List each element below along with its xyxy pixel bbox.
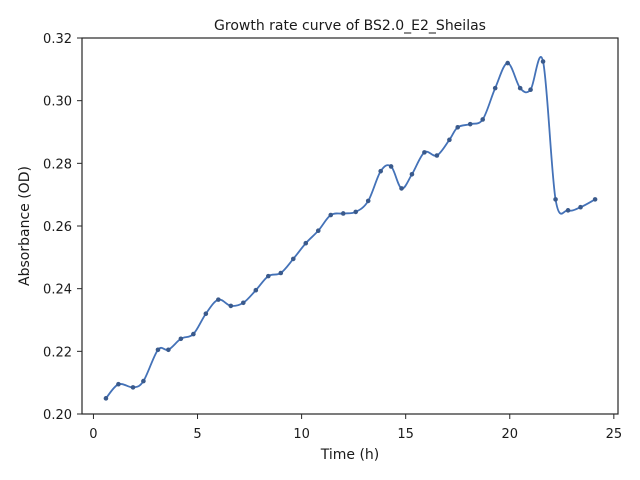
x-tick-label: 25 — [606, 427, 623, 442]
data-point — [353, 209, 359, 215]
data-point — [155, 347, 161, 353]
data-point — [228, 303, 234, 309]
x-tick-label: 10 — [293, 427, 310, 442]
y-tick-label: 0.30 — [43, 95, 72, 110]
data-point — [492, 85, 498, 91]
data-point — [505, 60, 510, 66]
data-point — [467, 121, 473, 127]
data-point — [216, 297, 221, 302]
data-point — [399, 186, 404, 191]
data-point — [253, 287, 259, 293]
data-point — [328, 212, 334, 218]
data-point — [278, 270, 284, 276]
data-point — [540, 59, 546, 64]
data-point — [315, 228, 321, 233]
data-point — [388, 164, 394, 169]
y-tick-label: 0.28 — [43, 157, 72, 172]
plot-frame — [81, 37, 619, 415]
y-tick-label: 0.24 — [43, 283, 72, 298]
x-tick-label: 15 — [397, 427, 414, 442]
data-point — [340, 211, 346, 216]
data-point — [166, 347, 171, 353]
data-point — [409, 172, 415, 177]
data-point — [455, 125, 461, 130]
data-point — [191, 331, 196, 337]
data-point — [116, 381, 121, 387]
chart-title: Growth rate curve of BS2.0_E2_Sheilas — [214, 18, 486, 34]
data-point — [241, 300, 246, 306]
data-point — [178, 336, 184, 342]
y-tick-label: 0.22 — [43, 345, 72, 360]
y-axis: 0.20 0.22 0.24 0.26 0.28 0.30 0.32 — [43, 32, 82, 423]
x-axis: 0 5 10 15 20 25 — [89, 414, 622, 442]
y-tick-label: 0.20 — [43, 408, 72, 423]
data-point — [447, 137, 452, 143]
data-point — [378, 168, 384, 174]
data-point — [528, 87, 533, 92]
data-point — [130, 385, 136, 390]
data-point — [422, 150, 427, 155]
series-line — [105, 56, 596, 399]
data-point — [290, 256, 296, 262]
data-point — [565, 208, 571, 213]
data-point — [480, 117, 486, 122]
data-point — [517, 85, 523, 91]
x-tick-label: 5 — [193, 427, 201, 442]
data-point — [592, 197, 598, 202]
plot-area — [103, 56, 598, 401]
data-point — [553, 197, 558, 202]
data-point — [365, 198, 371, 204]
y-axis-label: Absorbance (OD) — [17, 166, 33, 286]
x-tick-label: 0 — [89, 427, 97, 442]
y-tick-label: 0.32 — [43, 32, 72, 47]
data-point — [103, 396, 109, 401]
data-point — [303, 240, 309, 246]
data-point — [203, 311, 209, 317]
data-point — [578, 204, 583, 210]
x-tick-label: 20 — [501, 427, 518, 442]
data-point — [266, 273, 271, 279]
data-point — [141, 378, 146, 384]
y-tick-label: 0.26 — [43, 220, 72, 235]
data-point — [434, 153, 440, 158]
x-axis-label: Time (h) — [320, 447, 380, 463]
